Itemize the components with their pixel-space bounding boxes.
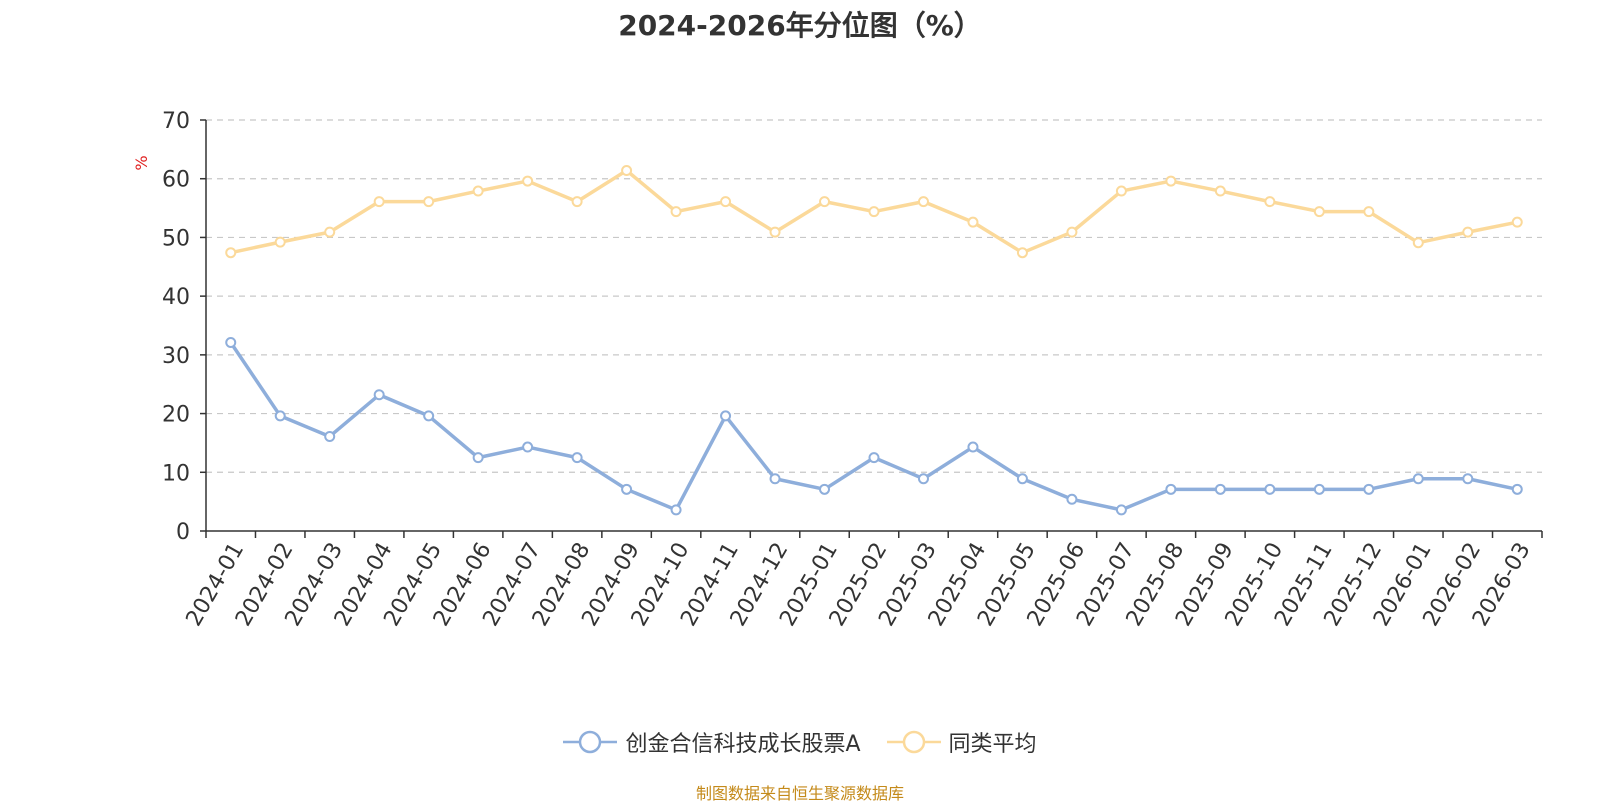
data-point[interactable] [274, 410, 286, 422]
data-point[interactable] [225, 337, 237, 349]
data-point[interactable] [472, 185, 484, 197]
source-note: 制图数据来自恒生聚源数据库 [695, 784, 904, 803]
data-point[interactable] [819, 483, 831, 495]
data-point[interactable] [1462, 473, 1474, 485]
data-point[interactable] [1066, 493, 1078, 505]
data-point[interactable] [720, 410, 732, 422]
data-point[interactable] [1363, 206, 1375, 218]
data-point[interactable] [423, 410, 435, 422]
data-point[interactable] [1016, 247, 1028, 259]
data-point[interactable] [1412, 473, 1424, 485]
data-point[interactable] [1165, 175, 1177, 187]
data-point[interactable] [819, 196, 831, 208]
data-point[interactable] [571, 452, 583, 464]
data-point[interactable] [1363, 483, 1375, 495]
legend-label: 创金合信科技成长股票A [625, 732, 861, 757]
data-point[interactable] [1115, 504, 1127, 516]
data-point[interactable] [621, 164, 633, 176]
y-axis-label: % [132, 155, 151, 170]
data-point[interactable] [720, 196, 732, 208]
data-point[interactable] [769, 473, 781, 485]
data-point[interactable] [670, 206, 682, 218]
y-tick-label: 50 [162, 226, 190, 251]
series-line [229, 341, 1518, 512]
series-0 [225, 337, 1523, 516]
data-point[interactable] [324, 430, 336, 442]
data-point[interactable] [225, 247, 237, 259]
legend-label: 同类平均 [948, 732, 1037, 757]
data-point[interactable] [1412, 237, 1424, 249]
y-tick-label: 10 [162, 461, 190, 486]
data-point[interactable] [1016, 473, 1028, 485]
data-point[interactable] [472, 452, 484, 464]
data-point[interactable] [324, 226, 336, 238]
data-point[interactable] [967, 216, 979, 228]
data-point[interactable] [1264, 196, 1276, 208]
data-point[interactable] [1511, 483, 1523, 495]
y-tick-label: 30 [162, 344, 190, 369]
data-point[interactable] [621, 483, 633, 495]
data-point[interactable] [769, 226, 781, 238]
data-point[interactable] [373, 196, 385, 208]
data-point[interactable] [868, 452, 880, 464]
data-point[interactable] [522, 441, 534, 453]
data-point[interactable] [917, 196, 929, 208]
data-point[interactable] [868, 206, 880, 218]
line-chart: 0102030405060702024-012024-022024-032024… [132, 109, 1543, 631]
legend: 创金合信科技成长股票A 同类平均 [0, 722, 1600, 762]
data-point[interactable] [967, 441, 979, 453]
data-point[interactable] [917, 473, 929, 485]
data-point[interactable] [670, 504, 682, 516]
axes: 0102030405060702024-012024-022024-032024… [162, 109, 1543, 631]
grid-lines [206, 119, 1542, 473]
data-point[interactable] [1214, 185, 1226, 197]
y-tick-label: 70 [162, 109, 190, 134]
chart-title: 2024-2026年分位图（%） [618, 9, 982, 42]
data-point[interactable] [1165, 483, 1177, 495]
data-point[interactable] [571, 196, 583, 208]
series [225, 164, 1523, 516]
legend-item[interactable]: 创金合信科技成长股票A [563, 726, 861, 758]
data-point[interactable] [1511, 216, 1523, 228]
data-point[interactable] [1313, 206, 1325, 218]
data-point[interactable] [522, 175, 534, 187]
data-point[interactable] [1066, 226, 1078, 238]
y-tick-label: 20 [162, 403, 190, 428]
series-1 [225, 164, 1523, 259]
legend-swatch [563, 730, 618, 754]
data-point[interactable] [1264, 483, 1276, 495]
data-point[interactable] [423, 196, 435, 208]
data-point[interactable] [1214, 483, 1226, 495]
data-point[interactable] [1462, 226, 1474, 238]
y-tick-label: 0 [176, 520, 190, 545]
y-tick-label: 60 [162, 168, 190, 193]
data-point[interactable] [373, 389, 385, 401]
legend-item[interactable]: 同类平均 [886, 726, 1037, 758]
legend-swatch [886, 730, 941, 754]
data-point[interactable] [274, 236, 286, 248]
data-point[interactable] [1115, 185, 1127, 197]
data-point[interactable] [1313, 483, 1325, 495]
y-tick-label: 40 [162, 285, 190, 310]
